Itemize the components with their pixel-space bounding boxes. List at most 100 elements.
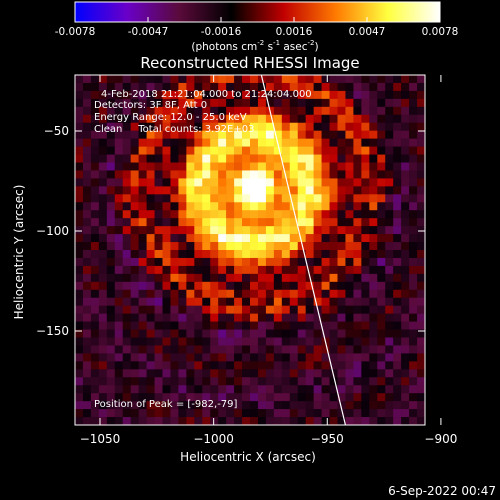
heatmap-cell [393,114,402,124]
heatmap-cell [281,218,291,227]
heatmap-cell [186,353,195,362]
heatmap-cell [289,273,299,283]
heatmap-cell [114,409,124,418]
heatmap-cell [202,321,211,330]
heatmap-cell [234,361,243,370]
heatmap-cell [122,186,131,195]
heatmap-cell [401,75,410,84]
heatmap-cell [106,154,116,163]
heatmap-cell [130,401,139,410]
heatmap-cell [218,321,227,330]
heatmap-cell [82,289,92,299]
heatmap-cell [210,417,219,425]
heatmap-cell [242,257,251,267]
heatmap-cell [305,154,314,163]
heatmap-cell [234,218,243,227]
heatmap-cell [250,242,259,251]
heatmap-cell [393,226,402,235]
heatmap-cell [289,337,299,346]
heatmap-cell [250,154,259,163]
heatmap-cell [154,82,163,92]
heatmap-cell [273,130,283,139]
heatmap-cell [305,321,314,330]
heatmap-cell [369,345,378,354]
heatmap-cell [385,154,394,163]
heatmap-cell [393,377,402,386]
heatmap-cell [162,210,171,219]
heatmap-cell [329,114,338,124]
heatmap-cell [98,345,108,354]
heatmap-cell [281,250,291,259]
heatmap-cell [393,82,402,92]
heatmap-cell [250,82,259,92]
heatmap-cell [138,82,147,92]
heatmap-cell [242,114,251,124]
heatmap-cell [210,226,219,235]
heatmap-cell [289,242,299,251]
heatmap-cell [130,186,139,195]
heatmap-cell [273,106,283,116]
heatmap-cell [210,218,219,227]
heatmap-cell [385,250,394,259]
heatmap-cell [194,138,203,147]
heatmap-cell [401,130,410,139]
heatmap-cell [393,250,402,259]
heatmap-cell [82,138,92,147]
heatmap-cell [170,194,179,203]
heatmap-cell [75,361,84,370]
heatmap-cell [345,154,354,163]
heatmap-cell [98,297,108,306]
heatmap-cell [138,313,147,322]
heatmap-cell [146,186,155,195]
heatmap-cell [242,154,251,163]
heatmap-cell [297,106,306,116]
heatmap-cell [170,202,179,211]
x-axis-ticks: −1050 −1000 −950 −900 [80,75,457,446]
heatmap-cell [98,75,108,84]
heatmap-cell [289,82,299,92]
heatmap-cell [98,226,108,235]
heatmap-cell [106,106,116,116]
heatmap-cell [281,297,291,306]
heatmap-cell [218,75,227,84]
heatmap-cell [385,345,394,354]
heatmap-cell [353,114,362,124]
heatmap-cell [202,369,211,378]
heatmap-cell [353,305,362,314]
heatmap-cell [401,242,410,251]
heatmap-cell [401,146,410,155]
heatmap-cell [305,234,314,243]
heatmap-cell [162,281,171,291]
heatmap-cell [345,242,354,251]
heatmap-cell [194,98,203,108]
heatmap-cell [353,265,362,275]
heatmap-cell [265,210,275,219]
heatmap-cell [218,242,227,251]
heatmap-cell [265,257,275,267]
heatmap-cell [218,329,227,338]
heatmap-cell [385,313,394,322]
heatmap-cell [218,305,227,314]
heatmap-cell [369,178,378,187]
heatmap-cell [257,345,267,354]
heatmap-cell [417,337,425,346]
heatmap-cell [329,265,338,275]
heatmap-cell [106,146,116,155]
heatmap-cell [417,82,425,92]
heatmap-cell [289,114,299,124]
heatmap-cell [186,385,195,394]
heatmap-cell [369,242,378,251]
heatmap-cell [273,337,283,346]
heatmap-cell [273,194,283,203]
heatmap-cell [154,226,163,235]
heatmap-cell [361,242,370,251]
heatmap-cell [138,297,147,306]
heatmap-cell [409,138,418,147]
heatmap-cell [178,281,187,291]
heatmap-cell [385,210,394,219]
heatmap-cell [234,186,243,195]
heatmap-cell [178,361,187,370]
heatmap-cell [75,345,84,354]
heatmap-cell [178,377,187,386]
heatmap-cell [257,146,267,155]
